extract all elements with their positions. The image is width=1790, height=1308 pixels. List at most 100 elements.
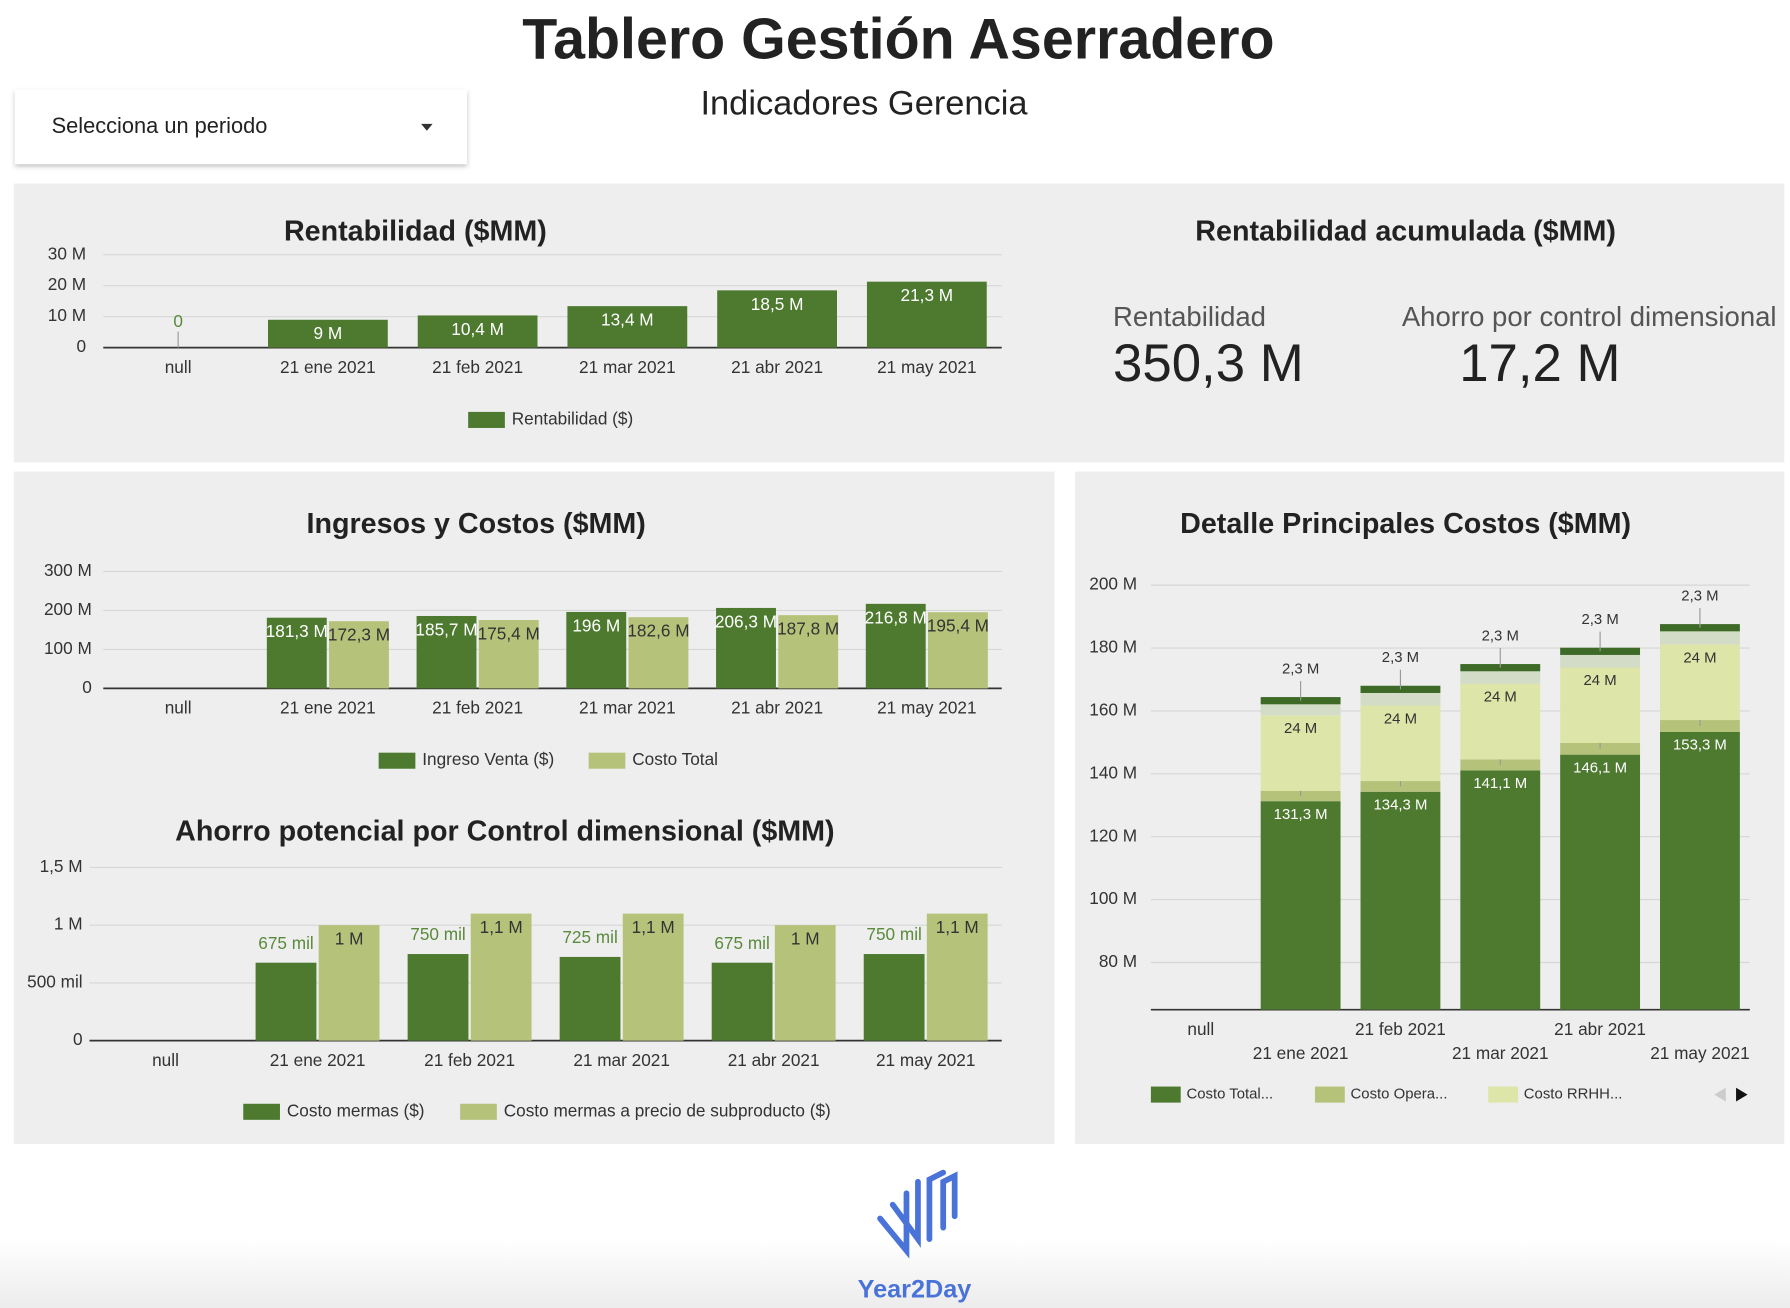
kpi-label: Ahorro por control dimensional [1402, 301, 1777, 332]
y-tick-label: 80 M [1099, 951, 1137, 971]
y-tick-label: 200 M [44, 599, 92, 619]
bar-segment [1460, 683, 1541, 760]
legend-label: Ingreso Venta ($) [422, 749, 554, 769]
value-label: 18,5 M [751, 294, 804, 314]
bar-segment [1360, 791, 1441, 1010]
bar-segment [1460, 671, 1541, 684]
x-tick-label: 21 abr 2021 [1554, 1019, 1646, 1039]
value-label: 1,1 M [632, 917, 675, 937]
y-tick-label: 120 M [1089, 825, 1137, 845]
value-label: 675 mil [714, 933, 769, 953]
value-label: 2,3 M [1581, 612, 1618, 628]
value-label: 153,3 M [1673, 738, 1727, 754]
bar [407, 954, 469, 1041]
bar-segment [1360, 705, 1441, 782]
dropdown-caret[interactable] [421, 123, 433, 131]
value-label: 24 M [1683, 650, 1716, 666]
kpi-value: 17,2 M [1459, 334, 1620, 393]
value-label: 2,3 M [1382, 650, 1419, 666]
legend-label: Costo RRHH... [1524, 1087, 1623, 1103]
value-label: 206,3 M [715, 611, 777, 631]
value-label: 10,4 M [451, 319, 504, 339]
bar-segment [1659, 644, 1740, 721]
bar [470, 913, 532, 1041]
value-label: 2,3 M [1681, 589, 1718, 605]
legend-swatch [1488, 1086, 1519, 1103]
chart-title: Ahorro potencial por Control dimensional… [175, 816, 834, 848]
legend-prev[interactable] [1714, 1087, 1726, 1102]
value-label: 13,4 M [601, 310, 654, 330]
value-label: 9 M [314, 323, 343, 343]
y-tick-label: 0 [82, 677, 92, 697]
value-label: 131,3 M [1274, 807, 1328, 823]
value-label: 21,3 M [901, 285, 954, 305]
chart-title: Ingresos y Costos ($MM) [307, 508, 646, 540]
x-tick-label: null [165, 698, 192, 718]
x-tick-label: 21 ene 2021 [280, 357, 376, 377]
chart-title: Detalle Principales Costos ($MM) [1180, 508, 1631, 540]
value-label: 1,1 M [936, 917, 979, 937]
value-label: 24 M [1384, 711, 1417, 727]
y-tick-label: 1,5 M [40, 856, 83, 876]
period-dropdown[interactable]: Selecciona un periodo [14, 89, 468, 165]
bar [559, 956, 621, 1041]
y-tick-label: 300 M [44, 560, 92, 580]
value-label: 1 M [335, 929, 364, 949]
x-tick-label: 21 mar 2021 [579, 698, 676, 718]
kpi-label: Rentabilidad [1113, 301, 1266, 332]
bar-segment [1659, 631, 1740, 645]
dropdown-box[interactable] [14, 89, 468, 165]
y-tick-label: 200 M [1089, 574, 1137, 594]
value-label: 750 mil [410, 924, 465, 944]
x-tick-label: 21 may 2021 [877, 698, 976, 718]
x-tick-label: 21 may 2021 [1650, 1043, 1749, 1063]
bar [267, 319, 388, 348]
bar-segment [1560, 667, 1641, 743]
bar [778, 615, 839, 689]
legend-swatch [468, 411, 505, 428]
bar [416, 615, 477, 689]
value-label: 750 mil [866, 924, 921, 944]
x-tick-label: 21 ene 2021 [1253, 1043, 1349, 1063]
bar [478, 619, 539, 689]
x-tick-label: 21 ene 2021 [270, 1050, 366, 1070]
legend-label: Costo mermas a precio de subproducto ($) [504, 1100, 831, 1120]
legend-swatch [378, 752, 416, 769]
value-label: 24 M [1584, 673, 1617, 689]
x-tick-label: 21 feb 2021 [1355, 1019, 1446, 1039]
bar-segment [1260, 704, 1341, 716]
x-tick-label: 21 ene 2021 [280, 698, 376, 718]
kpi-value: 350,3 M [1113, 334, 1304, 393]
kpi-title: Rentabilidad acumulada ($MM) [1195, 215, 1616, 247]
y-tick-label: 20 M [48, 274, 86, 294]
bar [318, 925, 380, 1041]
dropdown-label[interactable]: Selecciona un periodo [52, 113, 268, 138]
legend-label: Costo Total [632, 749, 718, 769]
legend-label: Costo mermas ($) [287, 1100, 425, 1120]
y-tick-label: 160 M [1089, 699, 1137, 719]
y-tick-label: 500 mil [27, 971, 82, 991]
panel [13, 471, 1055, 1144]
y-tick-label: 0 [76, 336, 86, 356]
bar [717, 290, 837, 348]
bar-segment [1260, 801, 1341, 1010]
legend-label: Costo Opera... [1351, 1087, 1448, 1103]
bar [866, 281, 987, 348]
value-label: 675 mil [258, 933, 313, 953]
bar-segment [1260, 790, 1341, 802]
bar-segment [1560, 654, 1641, 668]
bar-segment [1659, 731, 1740, 1010]
bar [628, 617, 689, 689]
value-label: 1 M [791, 929, 820, 949]
legend-next[interactable] [1736, 1087, 1748, 1102]
y-tick-label: 140 M [1089, 762, 1137, 782]
x-tick-label: 21 mar 2021 [573, 1050, 670, 1070]
bar [865, 603, 926, 689]
x-tick-label: 21 feb 2021 [424, 1050, 515, 1070]
bar [926, 913, 988, 1041]
legend-swatch [588, 752, 626, 769]
bar-segment [1260, 715, 1341, 791]
x-tick-label: 21 feb 2021 [432, 357, 523, 377]
value-label: 196 M [572, 615, 620, 635]
legend-label: Costo Total... [1186, 1087, 1273, 1103]
